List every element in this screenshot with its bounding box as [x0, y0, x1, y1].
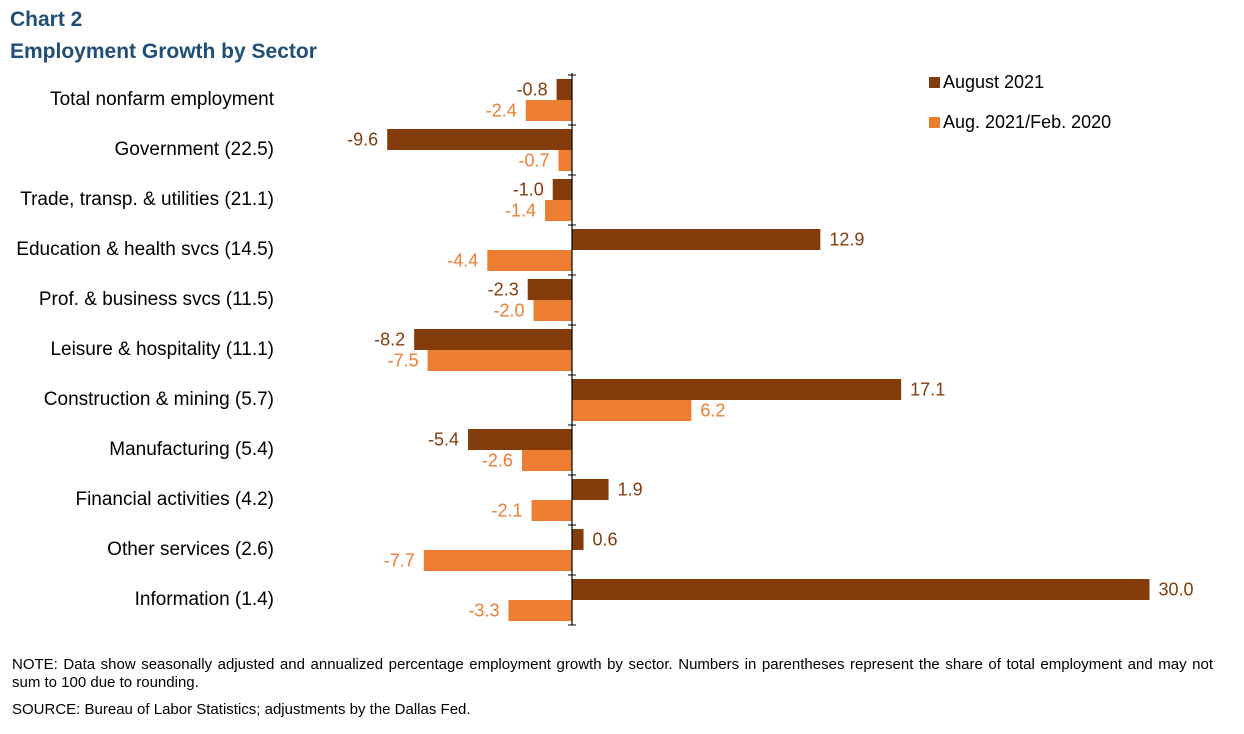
bar	[414, 329, 572, 350]
bar	[527, 279, 572, 300]
bar	[521, 450, 572, 471]
category-label: Total nonfarm employment	[50, 89, 275, 110]
chart-title: Employment Growth by Sector	[10, 40, 317, 63]
bar	[525, 100, 572, 121]
data-label: -5.4	[428, 429, 459, 449]
data-labels: -0.8 -9.6 -1.0 12.9 -2.3 -8.2 17.1 -5.4 1.9 0.6 30…	[347, 79, 1193, 620]
data-label: -7.7	[384, 550, 415, 570]
bar	[572, 479, 609, 500]
chart-note: NOTE: Data show seasonally adjusted and …	[12, 656, 1213, 691]
bar	[468, 429, 572, 450]
bar	[556, 79, 572, 100]
category-label: Information (1.4)	[135, 589, 274, 610]
data-label: 30.0	[1159, 579, 1194, 599]
value-axis	[568, 73, 576, 626]
data-label: 12.9	[829, 229, 864, 249]
bar	[427, 350, 572, 371]
data-label: -0.8	[517, 79, 548, 99]
data-label: -1.4	[505, 200, 536, 220]
legend: August 2021 Aug. 2021/Feb. 2020	[929, 72, 1111, 132]
category-label: Trade, transp. & utilities (21.1)	[20, 189, 274, 210]
bar	[572, 379, 902, 400]
bar	[387, 129, 572, 150]
data-label: -2.3	[488, 279, 519, 299]
legend-label: August 2021	[943, 72, 1044, 92]
bar	[545, 200, 572, 221]
legend-swatch	[929, 77, 940, 88]
bar-chart: Total nonfarm employment Government (22.5…	[16, 72, 1194, 626]
data-label: -2.6	[482, 450, 513, 470]
category-label: Other services (2.6)	[107, 539, 274, 560]
bar	[508, 600, 572, 621]
bar	[572, 400, 692, 421]
bar	[487, 250, 572, 271]
data-label: 1.9	[618, 479, 643, 499]
chart-label: Chart 2	[10, 8, 83, 31]
legend-swatch	[929, 117, 940, 128]
category-labels: Total nonfarm employment Government (22.5…	[16, 89, 274, 610]
category-label: Financial activities (4.2)	[75, 489, 274, 510]
data-label: -0.7	[518, 150, 549, 170]
data-label: -2.4	[486, 100, 517, 120]
category-label: Prof. & business svcs (11.5)	[39, 289, 274, 310]
data-label: -2.1	[492, 500, 523, 520]
bars-group	[387, 79, 1150, 621]
data-label: -1.0	[513, 179, 544, 199]
legend-label: Aug. 2021/Feb. 2020	[943, 112, 1111, 132]
bar	[531, 500, 572, 521]
data-label: -3.3	[468, 600, 499, 620]
category-label: Leisure & hospitality (11.1)	[50, 339, 274, 360]
data-label: -4.4	[447, 250, 478, 270]
bar	[572, 529, 584, 550]
category-label: Government (22.5)	[115, 139, 274, 160]
data-label: -8.2	[374, 329, 405, 349]
bar	[558, 150, 572, 171]
data-label: -2.0	[493, 300, 524, 320]
data-label: 17.1	[910, 379, 945, 399]
data-label: 6.2	[700, 400, 725, 420]
data-label: 0.6	[593, 529, 618, 549]
bar	[533, 300, 572, 321]
bar	[423, 550, 572, 571]
data-label: -7.5	[388, 350, 419, 370]
category-label: Construction & mining (5.7)	[44, 389, 274, 410]
bar	[552, 179, 572, 200]
bar	[572, 229, 821, 250]
chart-source: SOURCE: Bureau of Labor Statistics; adju…	[12, 701, 471, 718]
bar	[572, 579, 1150, 600]
data-label: -9.6	[347, 129, 378, 149]
category-label: Manufacturing (5.4)	[109, 439, 274, 460]
category-label: Education & health svcs (14.5)	[16, 239, 274, 260]
